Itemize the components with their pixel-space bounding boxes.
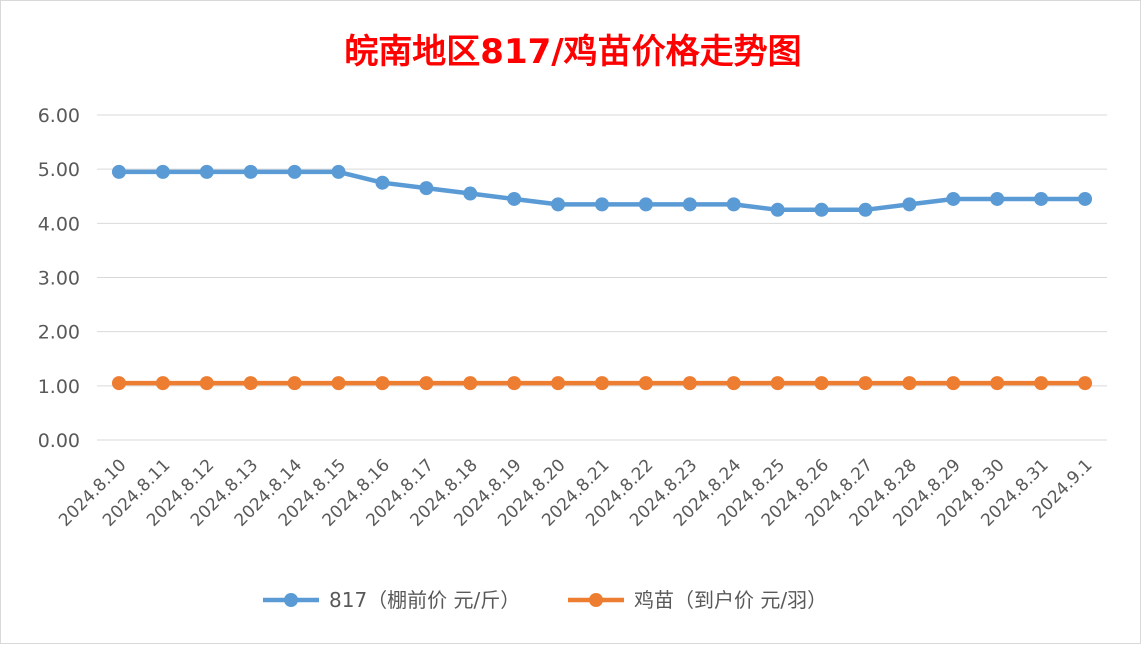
y-tick-label: 1.00 [38,376,80,398]
data-point [155,164,170,179]
y-tick-label: 4.00 [38,213,80,235]
data-point [551,376,566,391]
legend-item: 817（棚前价 元/斤） [263,588,520,612]
series-1 [111,164,1093,217]
chart-title: 皖南地区817/鸡苗价格走势图 [344,32,801,72]
legend-marker [589,593,603,607]
data-point [375,376,390,391]
data-point [814,202,829,217]
data-point [902,197,917,212]
data-point [770,376,785,391]
data-point [1034,191,1049,206]
data-point [243,164,258,179]
data-point [199,376,214,391]
series-lines [111,164,1093,391]
data-point [111,164,126,179]
data-point [595,376,609,391]
data-point [463,186,478,201]
data-point [419,376,434,391]
data-point [814,376,829,391]
y-tick-label: 5.00 [38,159,80,181]
data-point [375,175,390,190]
data-point [946,191,961,206]
legend-label: 鸡苗（到户价 元/羽） [634,588,827,612]
data-point [111,376,126,391]
data-point [1034,376,1049,391]
data-point [990,191,1005,206]
data-point [243,376,258,391]
data-point [507,191,522,206]
y-axis-tick-labels: 0.00 1.00 2.00 3.00 4.00 5.00 6.00 [38,105,80,452]
data-point [990,376,1005,391]
data-point [419,181,434,196]
data-point [682,376,697,391]
legend: 817（棚前价 元/斤） 鸡苗（到户价 元/羽） [263,588,827,612]
x-axis-tick-labels: 2024.8.102024.8.112024.8.122024.8.132024… [55,455,1096,530]
data-point [1078,376,1093,391]
legend-marker [284,593,298,607]
data-point [726,376,741,391]
data-point [770,202,785,217]
data-point [463,376,478,391]
data-point [331,164,346,179]
legend-item: 鸡苗（到户价 元/羽） [568,588,827,612]
y-tick-label: 3.00 [38,268,80,290]
data-point [287,164,302,179]
data-point [858,202,873,217]
data-point [682,197,697,212]
data-point [199,164,214,179]
data-point [331,376,346,391]
y-tick-label: 2.00 [38,322,80,344]
data-point [287,376,302,391]
data-point [946,376,961,391]
data-point [507,376,522,391]
legend-label: 817（棚前价 元/斤） [329,588,520,612]
series-2 [111,376,1093,391]
data-point [1078,191,1093,206]
y-tick-label: 0.00 [38,430,80,452]
data-point [155,376,170,391]
data-point [595,197,609,212]
data-point [726,197,741,212]
gridlines [97,114,1107,441]
data-point [638,376,653,391]
data-point [551,197,566,212]
data-point [902,376,917,391]
y-tick-label: 6.00 [38,105,80,127]
data-point [858,376,873,391]
data-point [638,197,653,212]
